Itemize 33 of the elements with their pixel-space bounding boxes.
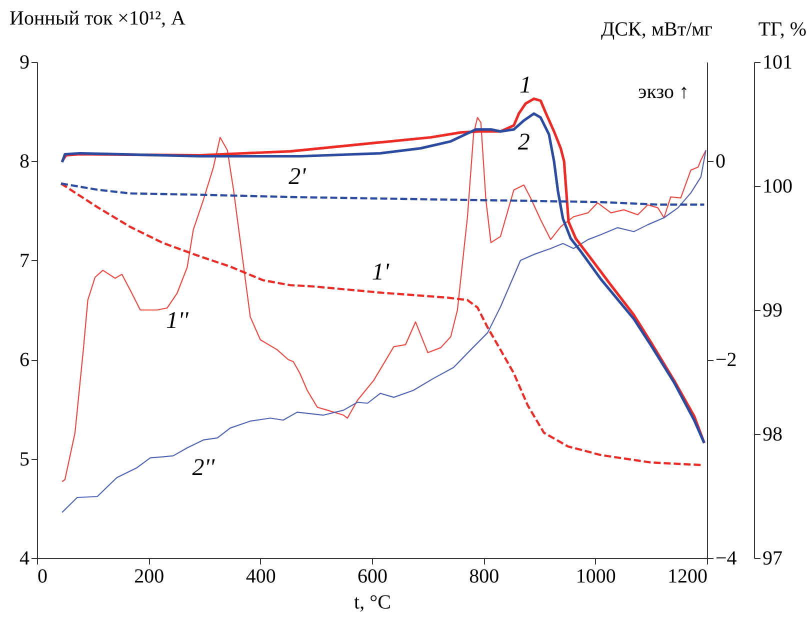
x-tick-label: 1200 bbox=[668, 566, 708, 588]
x-tick-label: 200 bbox=[134, 566, 164, 588]
x-tick-label: 600 bbox=[358, 566, 388, 588]
series-label: 2'' bbox=[192, 454, 216, 481]
y-tick-label: 4 bbox=[20, 548, 30, 570]
annotation: экзо ↑ bbox=[638, 81, 689, 103]
series-label: 1 bbox=[520, 72, 532, 99]
y3-axis-title: ТГ, % bbox=[758, 18, 806, 40]
series-label: 2 bbox=[518, 130, 530, 156]
y-tick-label: 9 bbox=[20, 52, 30, 74]
y2-tick-label: 0 bbox=[716, 150, 726, 173]
y3-tick-label: 99 bbox=[762, 300, 782, 322]
x-axis-title: t, °C bbox=[354, 592, 391, 614]
y2-tick-label: −4 bbox=[716, 548, 737, 570]
y3-tick-label: 100 bbox=[762, 176, 792, 198]
line-series bbox=[62, 150, 706, 513]
x-tick-label: 800 bbox=[469, 566, 500, 588]
x-tick-label: 1000 bbox=[576, 566, 616, 588]
y-tick-label: 6 bbox=[20, 349, 30, 372]
y-tick-label: 7 bbox=[20, 250, 30, 272]
x-tick-label: 0 bbox=[38, 566, 48, 588]
y2-tick-label: −2 bbox=[716, 349, 737, 372]
y3-tick-label: 97 bbox=[762, 548, 782, 570]
x-tick-label: 400 bbox=[246, 566, 276, 588]
y2-axis-title: ДСК, мВт/мг bbox=[601, 18, 712, 40]
y3-tick-label: 101 bbox=[762, 52, 792, 74]
series-label: 1'' bbox=[166, 308, 190, 334]
series-label: 1' bbox=[372, 260, 390, 286]
y-tick-label: 8 bbox=[20, 150, 30, 173]
y3-tick-label: 98 bbox=[762, 424, 782, 446]
series-label: 2' bbox=[288, 164, 307, 190]
y-axis-title: Ионный ток ×10¹², А bbox=[10, 8, 186, 30]
y-tick-label: 5 bbox=[20, 448, 30, 470]
